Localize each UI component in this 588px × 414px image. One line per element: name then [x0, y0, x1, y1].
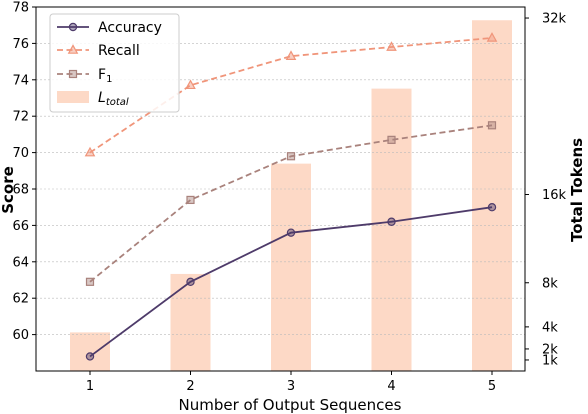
- x-tick-label-5: 5: [488, 379, 496, 394]
- legend-label-accuracy: Accuracy: [98, 20, 162, 36]
- x-tick-label-2: 2: [186, 379, 194, 394]
- x-tick-label-4: 4: [387, 379, 395, 394]
- right-tick-label-2k: 2k: [542, 342, 558, 357]
- right-tick-label-8k: 8k: [542, 276, 558, 291]
- bar-4: [371, 88, 412, 372]
- left-axis-title: Score: [0, 166, 17, 214]
- point-f1-5: [487, 121, 497, 130]
- left-tick-label-72: 72: [12, 110, 29, 125]
- point-accuracy-4: [387, 217, 396, 226]
- right-tick-label-4k: 4k: [542, 320, 558, 335]
- x-axis-title: Number of Output Sequences: [179, 396, 402, 414]
- point-accuracy-3: [286, 228, 296, 237]
- bars-layer: [70, 20, 512, 372]
- x-tick-label-1: 1: [86, 379, 94, 394]
- point-accuracy-2: [186, 277, 195, 287]
- left-axis-ticks: 60 62 64 66 68 70 72 74 76 78: [12, 1, 36, 343]
- point-f1-3: [286, 152, 296, 161]
- left-tick-label-64: 64: [12, 255, 29, 270]
- left-tick-label-78: 78: [12, 1, 29, 16]
- legend-marker-recall: [67, 44, 79, 54]
- point-accuracy-5: [487, 202, 497, 212]
- series-line-accuracy: [89, 206, 493, 358]
- series-line-f1: [89, 124, 493, 283]
- left-tick-label-76: 76: [12, 37, 29, 52]
- right-tick-label-32k: 32k: [542, 12, 567, 27]
- point-recall-1: [84, 146, 96, 157]
- left-tick-label-68: 68: [12, 183, 29, 198]
- left-tick-label-66: 66: [12, 219, 29, 234]
- left-tick-label-60: 60: [12, 328, 29, 343]
- x-tick-label-3: 3: [287, 379, 295, 394]
- x-axis-ticks: 1 2 3 4 5: [86, 371, 496, 394]
- bar-5: [472, 20, 512, 372]
- legend-swatch-l-total: [57, 91, 89, 103]
- point-accuracy-1: [85, 352, 95, 361]
- point-recall-3: [285, 50, 297, 60]
- point-f1-4: [387, 135, 396, 144]
- right-tick-label-16k: 16k: [542, 188, 567, 203]
- point-f1-1: [85, 277, 95, 286]
- point-f1-2: [186, 195, 195, 205]
- left-tick-label-74: 74: [12, 73, 29, 88]
- legend-label-recall: Recall: [98, 43, 140, 59]
- point-recall-4: [386, 41, 397, 51]
- bar-3: [271, 163, 311, 371]
- left-tick-label-70: 70: [12, 146, 29, 161]
- right-axis-title: Total Tokens: [568, 138, 586, 242]
- legend-marker-accuracy: [68, 22, 78, 32]
- right-tick-label-1k: 1k: [542, 353, 558, 368]
- legend-marker-f1: [68, 69, 78, 79]
- point-recall-5: [486, 32, 498, 42]
- point-recall-2: [185, 79, 196, 90]
- bar-2: [170, 273, 211, 371]
- legend-box: [49, 13, 180, 113]
- bar-1: [70, 332, 110, 371]
- left-tick-label-62: 62: [12, 292, 29, 307]
